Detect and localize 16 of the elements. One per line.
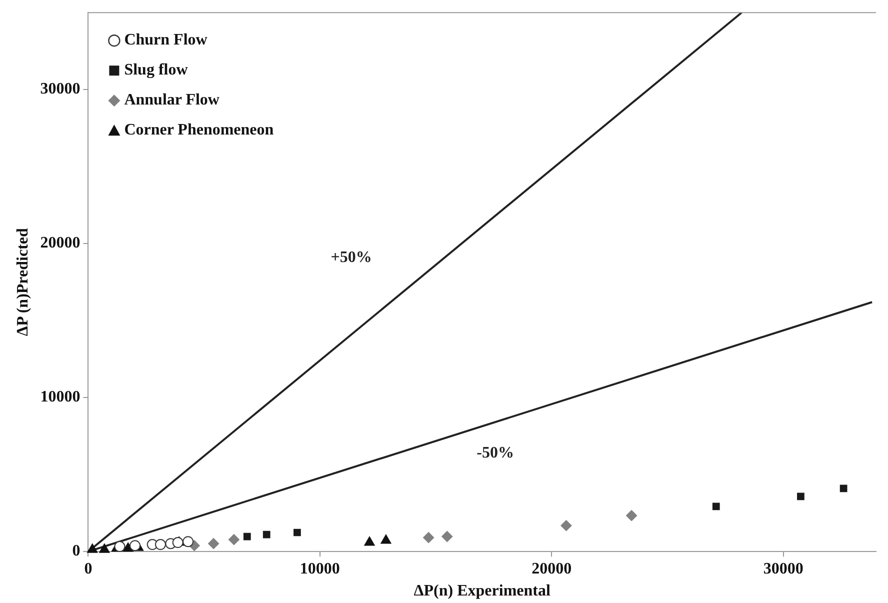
x-tick-label: 30000 (763, 560, 804, 578)
y-tick-label: 10000 (40, 388, 80, 406)
x-tick-label: 0 (84, 560, 92, 578)
x-tick-label: 10000 (300, 560, 340, 578)
legend-label: Annular Flow (124, 92, 220, 109)
legend-label: Corner Phenomeneon (124, 122, 274, 139)
annotation: +50% (330, 248, 372, 266)
y-tick-label: 30000 (40, 80, 80, 98)
y-tick-label: 20000 (40, 234, 80, 252)
x-tick-label: 20000 (532, 560, 572, 578)
legend-label: Slug flow (124, 62, 188, 79)
annotation: -50% (476, 444, 514, 462)
y-tick-label: 0 (72, 542, 80, 560)
legend-label: Churn Flow (124, 32, 208, 49)
y-axis-title: ΔP (n)Predicted (14, 228, 32, 336)
x-axis-title: ΔP(n) Experimental (414, 582, 551, 600)
